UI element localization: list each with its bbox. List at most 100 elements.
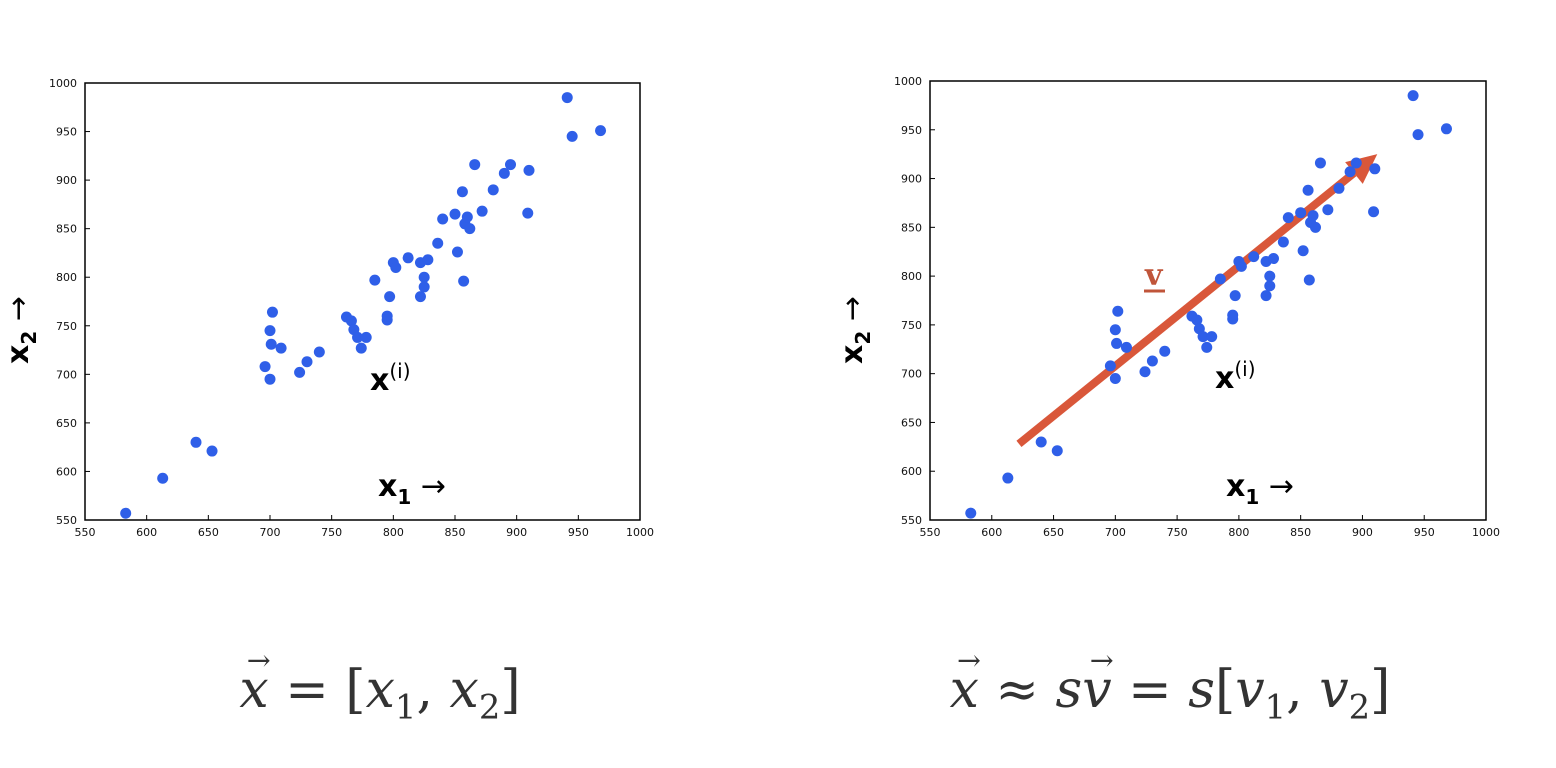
x-tick-label: 550 bbox=[75, 526, 96, 539]
data-point bbox=[157, 472, 169, 484]
data-point bbox=[1412, 129, 1424, 141]
y-tick-label: 550 bbox=[901, 514, 922, 527]
data-point bbox=[1002, 472, 1014, 484]
y-tick-label: 950 bbox=[901, 124, 922, 137]
data-point bbox=[275, 342, 287, 354]
y-axis-label-base: x bbox=[1, 345, 36, 364]
x-axis-label-arrow: → bbox=[1259, 469, 1294, 504]
data-point bbox=[451, 246, 463, 258]
x-tick-label: 950 bbox=[568, 526, 589, 539]
data-point bbox=[523, 164, 535, 176]
data-point bbox=[120, 507, 132, 519]
data-point bbox=[1309, 221, 1321, 233]
data-point bbox=[1120, 341, 1132, 353]
x-tick-label: 900 bbox=[506, 526, 527, 539]
point-label-xi: x(i) bbox=[1215, 357, 1256, 396]
data-point bbox=[1350, 157, 1362, 169]
formula-right: x ≈ sv = s[v1, v2] bbox=[790, 660, 1550, 726]
formula-right-open: [ bbox=[1214, 660, 1236, 720]
data-point bbox=[1307, 210, 1319, 222]
data-point bbox=[595, 125, 607, 137]
data-point bbox=[449, 208, 461, 220]
y-tick-label: 900 bbox=[901, 173, 922, 186]
y-tick-label: 600 bbox=[901, 465, 922, 478]
x-tick-label: 750 bbox=[321, 526, 342, 539]
formula-left-close: ] bbox=[500, 660, 521, 720]
data-point bbox=[1277, 236, 1289, 248]
data-point bbox=[432, 237, 444, 249]
data-point bbox=[301, 356, 313, 368]
data-point bbox=[352, 331, 364, 343]
y-tick-label: 700 bbox=[56, 368, 77, 381]
formula-right-v1-sub: 1 bbox=[1264, 687, 1287, 727]
data-point bbox=[1302, 184, 1314, 196]
data-point bbox=[1407, 90, 1419, 102]
vector-v-arrow-shaft bbox=[1016, 169, 1357, 448]
data-point bbox=[566, 130, 578, 142]
plot-frame bbox=[929, 80, 1487, 521]
data-point bbox=[965, 507, 977, 519]
x-tick-label: 950 bbox=[1414, 526, 1435, 539]
x-tick-label: 1000 bbox=[1472, 526, 1500, 539]
data-point bbox=[259, 361, 271, 373]
formula-right-s2: s bbox=[1188, 660, 1215, 720]
formula-left-x1-sub: 1 bbox=[394, 687, 417, 727]
data-point bbox=[1264, 270, 1276, 282]
data-point bbox=[1303, 274, 1315, 286]
y-axis-label-arrow: → bbox=[835, 296, 870, 331]
x-tick-label: 1000 bbox=[626, 526, 654, 539]
y-axis-label-arrow: → bbox=[1, 296, 36, 331]
y-tick-label: 900 bbox=[56, 174, 77, 187]
data-point bbox=[1297, 245, 1309, 257]
data-point bbox=[1159, 345, 1171, 357]
data-point bbox=[418, 281, 430, 293]
formula-left-x2-sub: 2 bbox=[478, 687, 501, 727]
data-point bbox=[414, 291, 426, 303]
y-tick-label: 800 bbox=[901, 270, 922, 283]
data-point bbox=[1206, 331, 1218, 343]
data-point bbox=[1214, 273, 1226, 285]
data-point bbox=[1440, 123, 1452, 135]
x-axis-label-sub: 1 bbox=[397, 485, 411, 509]
data-point bbox=[1333, 182, 1345, 194]
data-point bbox=[264, 373, 276, 385]
formula-right-x: x bbox=[950, 660, 979, 720]
formula-right-s: s bbox=[1055, 660, 1083, 720]
left-chart-panel: 550 600 650 700 750 800 850 900 950 1000 550 600 650… bbox=[0, 0, 760, 768]
data-point bbox=[1197, 331, 1209, 343]
formula-right-v2: v bbox=[1319, 660, 1349, 720]
data-point bbox=[1229, 290, 1241, 302]
data-point bbox=[1260, 290, 1272, 302]
data-point bbox=[1191, 314, 1203, 326]
data-point bbox=[1314, 157, 1326, 169]
x-tick-label: 550 bbox=[920, 526, 941, 539]
y-tick-label: 850 bbox=[56, 223, 77, 236]
vector-v-label: v bbox=[1144, 258, 1164, 293]
formula-left-eq: = [ bbox=[268, 660, 366, 720]
data-point bbox=[369, 274, 381, 286]
data-point bbox=[1112, 305, 1124, 317]
data-point bbox=[390, 262, 402, 274]
x-tick-label: 850 bbox=[1290, 526, 1311, 539]
y-tick-label: 800 bbox=[56, 271, 77, 284]
formula-left: x = [x1, x2] bbox=[0, 660, 760, 726]
y-axis-label: x2 → bbox=[1, 296, 41, 364]
formula-left-x2: x bbox=[449, 660, 479, 720]
x-axis-label-sub: 1 bbox=[1245, 485, 1259, 509]
data-point bbox=[294, 366, 306, 378]
y-tick-label: 1000 bbox=[49, 77, 77, 90]
data-point bbox=[1109, 373, 1121, 385]
x-axis-label-base: x bbox=[1226, 469, 1245, 504]
data-point bbox=[1235, 260, 1247, 272]
formula-right-comma: , bbox=[1286, 660, 1320, 720]
x-axis-label: x1 → bbox=[1226, 469, 1294, 509]
right-chart-panel: 550 600 650 700 750 800 850 900 950 1000 550 600 650… bbox=[790, 0, 1550, 768]
x-axis-label-base: x bbox=[378, 469, 397, 504]
data-point bbox=[1146, 355, 1158, 367]
data-point bbox=[1267, 253, 1279, 265]
point-label-xi: x(i) bbox=[370, 359, 411, 398]
formula-right-approx: ≈ bbox=[978, 660, 1056, 720]
data-point bbox=[1369, 163, 1381, 175]
data-point bbox=[384, 291, 396, 303]
data-point bbox=[561, 92, 573, 104]
